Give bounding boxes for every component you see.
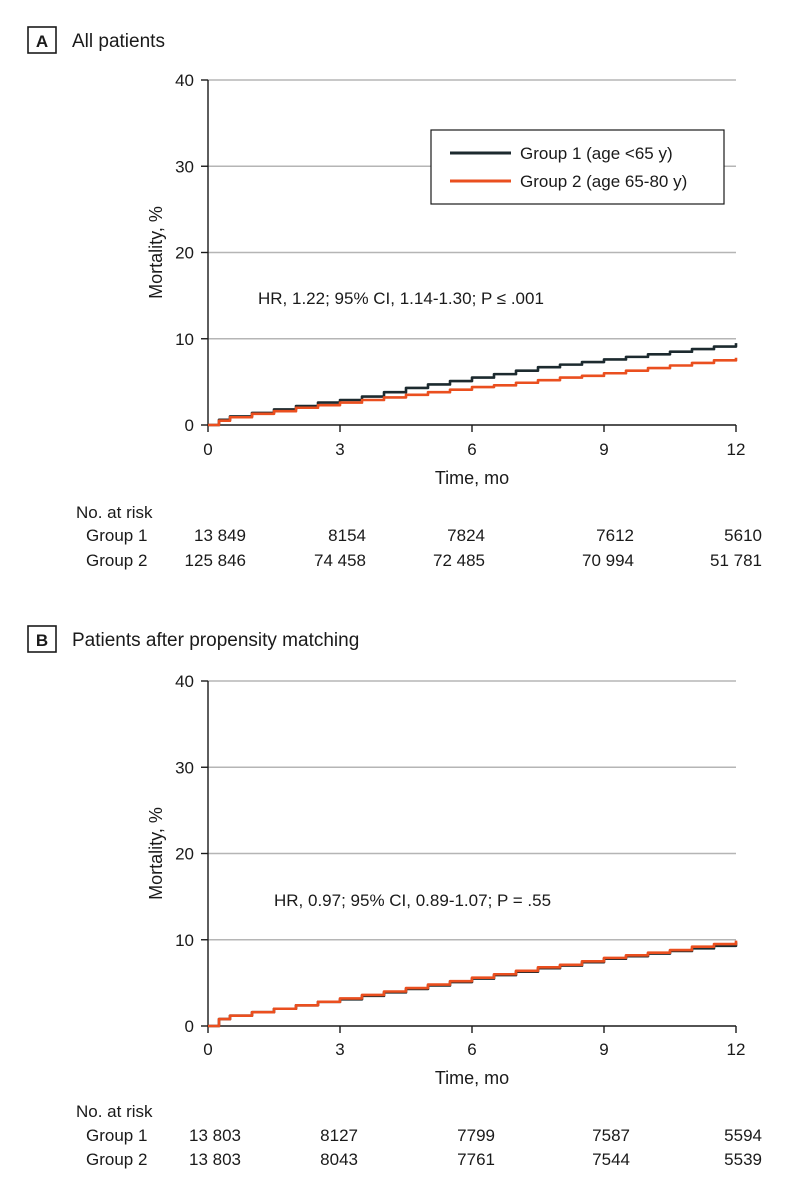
plot-b: 0 10 20 30 40 0 3 6 9 12 Time, mo Mortality, % HR, 0… xyxy=(76,672,762,1169)
risk-cell-group-2-col-4: 51 781 xyxy=(710,551,762,570)
x-tick-label-0: 0 xyxy=(203,1040,212,1059)
hr-annotation: HR, 1.22; 95% CI, 1.14-1.30; P ≤ .001 xyxy=(258,289,544,308)
risk-cell-group-2-col-3: 70 994 xyxy=(582,551,634,570)
series-line-group-1 xyxy=(208,942,738,1028)
risk-cell-group-1-col-4: 5610 xyxy=(724,526,762,545)
x-tick-label-6: 6 xyxy=(467,440,476,459)
risk-cell-group-2-col-1: 8043 xyxy=(320,1150,358,1169)
risk-cell-group-1-col-2: 7824 xyxy=(447,526,485,545)
risk-cell-group-2-col-2: 7761 xyxy=(457,1150,495,1169)
panel-a-title: All patients xyxy=(72,31,165,52)
y-tick-label-30: 30 xyxy=(175,758,194,777)
risk-cell-group-1-col-2: 7799 xyxy=(457,1126,495,1145)
risk-row-label-group-1: Group 1 xyxy=(86,526,147,545)
panel-a-letter: A xyxy=(36,32,48,51)
risk-cell-group-2-col-0: 125 846 xyxy=(185,551,246,570)
y-tick-label-30: 30 xyxy=(175,157,194,176)
panel-a: A All patients 0 10 20 30 40 0 3 6 9 12 Time, mo Mo… xyxy=(27,26,762,570)
x-tick-label-3: 3 xyxy=(335,440,344,459)
y-tick-label-40: 40 xyxy=(175,71,194,90)
risk-cell-group-2-col-4: 5539 xyxy=(724,1150,762,1169)
chart-b-svg: B Patients after propensity matching 0 10… xyxy=(27,625,762,1169)
risk-cell-group-1-col-3: 7612 xyxy=(596,526,634,545)
risk-table-heading: No. at risk xyxy=(76,1102,153,1121)
x-axis-title: Time, mo xyxy=(435,468,509,488)
legend-label-group-2: Group 2 (age 65-80 y) xyxy=(520,172,687,191)
risk-row-label-group-2: Group 2 xyxy=(86,1150,147,1169)
risk-cell-group-1-col-3: 7587 xyxy=(592,1126,630,1145)
y-tick-label-10: 10 xyxy=(175,931,194,950)
y-tick-label-40: 40 xyxy=(175,672,194,691)
x-tick-label-9: 9 xyxy=(599,1040,608,1059)
legend-label-group-1: Group 1 (age <65 y) xyxy=(520,144,673,163)
x-tick-label-12: 12 xyxy=(727,1040,746,1059)
risk-cell-group-2-col-3: 7544 xyxy=(592,1150,630,1169)
risk-cell-group-2-col-1: 74 458 xyxy=(314,551,366,570)
series-line-group-2 xyxy=(208,357,738,427)
y-tick-label-10: 10 xyxy=(175,330,194,349)
y-tick-label-20: 20 xyxy=(175,845,194,864)
panel-b-letter: B xyxy=(36,631,48,650)
legend-box xyxy=(430,129,725,205)
panel-a-badge xyxy=(27,26,57,54)
risk-row-label-group-1: Group 1 xyxy=(86,1126,147,1145)
y-tick-label-0: 0 xyxy=(185,416,194,435)
x-tick-label-3: 3 xyxy=(335,1040,344,1059)
risk-cell-group-2-col-0: 13 803 xyxy=(189,1150,241,1169)
x-tick-label-9: 9 xyxy=(599,440,608,459)
risk-cell-group-2-col-2: 72 485 xyxy=(433,551,485,570)
x-tick-label-6: 6 xyxy=(467,1040,476,1059)
risk-cell-group-1-col-1: 8127 xyxy=(320,1126,358,1145)
risk-cell-group-1-col-1: 8154 xyxy=(328,526,366,545)
series-line-group-1 xyxy=(208,343,738,427)
x-axis-title: Time, mo xyxy=(435,1068,509,1088)
panel-b-title: Patients after propensity matching xyxy=(72,630,359,651)
x-tick-label-0: 0 xyxy=(203,440,212,459)
hr-annotation: HR, 0.97; 95% CI, 0.89-1.07; P = .55 xyxy=(274,891,551,910)
chart-a-svg: A All patients 0 10 20 30 40 0 3 6 9 12 Time, mo Mo… xyxy=(27,26,762,570)
y-axis-title: Mortality, % xyxy=(146,206,166,299)
plot-a: 0 10 20 30 40 0 3 6 9 12 Time, mo Mortality, % HR, 1… xyxy=(76,71,762,570)
x-tick-label-12: 12 xyxy=(727,440,746,459)
y-tick-label-0: 0 xyxy=(185,1017,194,1036)
risk-row-label-group-2: Group 2 xyxy=(86,551,147,570)
y-tick-label-20: 20 xyxy=(175,244,194,263)
y-axis-title: Mortality, % xyxy=(146,807,166,900)
series-line-group-2 xyxy=(208,940,738,1028)
panel-b: B Patients after propensity matching 0 10… xyxy=(0,600,794,1189)
panel-b-badge xyxy=(27,625,57,653)
risk-cell-group-1-col-0: 13 803 xyxy=(189,1126,241,1145)
risk-table-heading: No. at risk xyxy=(76,503,153,522)
risk-cell-group-1-col-4: 5594 xyxy=(724,1126,762,1145)
risk-cell-group-1-col-0: 13 849 xyxy=(194,526,246,545)
